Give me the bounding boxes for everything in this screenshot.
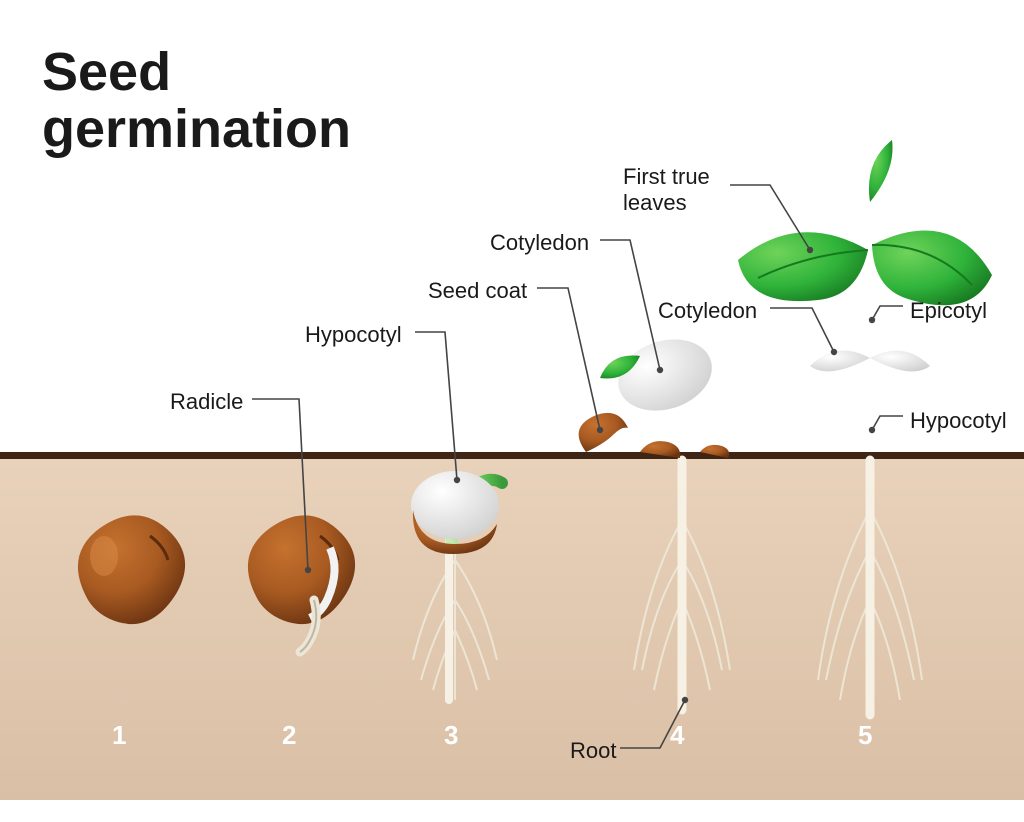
label-seed-coat: Seed coat	[428, 278, 527, 304]
epicotyl-line	[872, 306, 903, 320]
seedcoat-line	[537, 288, 600, 430]
label-hypocotyl: Hypocotyl	[305, 322, 402, 348]
stage-1-seed	[78, 515, 185, 624]
label-epicotyl: Epicotyl	[910, 298, 987, 324]
label-first-leaves: First true leaves	[623, 164, 710, 216]
illustration-svg	[0, 0, 1024, 822]
stage-3-hypocotyl	[411, 471, 502, 700]
stage-number-2: 2	[282, 720, 296, 751]
label-hypocotyl-right: Hypocotyl	[910, 408, 1007, 434]
label-cotyledon: Cotyledon	[490, 230, 589, 256]
stage-2-seed-radicle	[248, 515, 355, 652]
stage-number-1: 1	[112, 720, 126, 751]
label-cotyledon-right: Cotyledon	[658, 298, 757, 324]
stage-number-4: 4	[670, 720, 684, 751]
label-radicle: Radicle	[170, 389, 243, 415]
cotyledon-r-line	[770, 308, 834, 352]
stage-number-3: 3	[444, 720, 458, 751]
seed-germination-diagram: { "type": "infographic", "dimensions": {…	[0, 0, 1024, 822]
hypocotyl-line	[415, 332, 457, 480]
label-root: Root	[570, 738, 616, 764]
stage-4-seedling	[579, 328, 730, 710]
hypocotyl-r-line	[872, 416, 903, 430]
stage-number-5: 5	[858, 720, 872, 751]
